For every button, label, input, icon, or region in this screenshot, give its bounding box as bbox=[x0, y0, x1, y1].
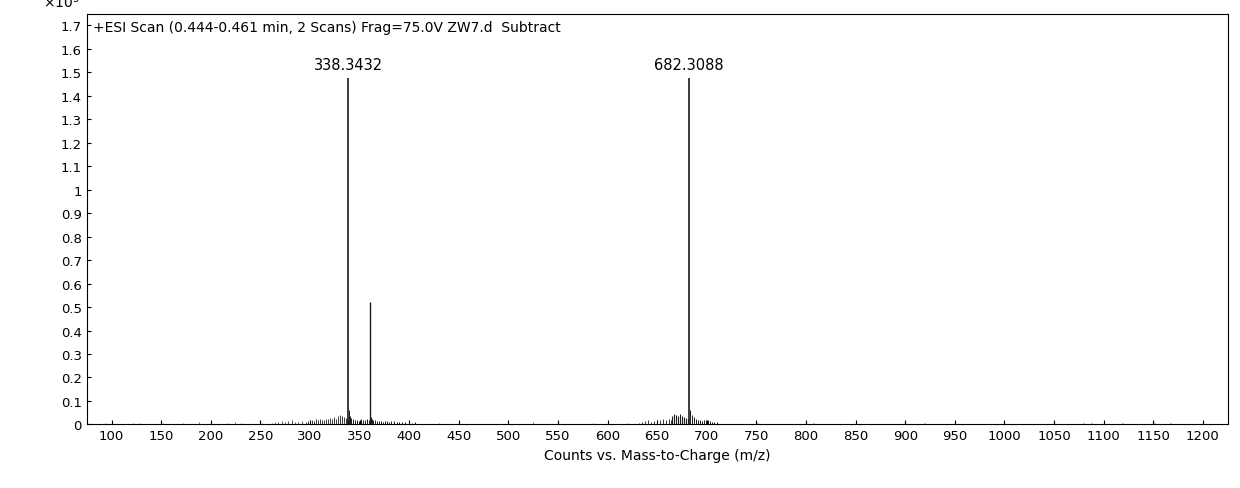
Text: $\times$10$^5$: $\times$10$^5$ bbox=[43, 0, 81, 11]
Text: +ESI Scan (0.444-0.461 min, 2 Scans) Frag=75.0V ZW7.d  Subtract: +ESI Scan (0.444-0.461 min, 2 Scans) Fra… bbox=[93, 21, 560, 35]
X-axis label: Counts vs. Mass-to-Charge (m/z): Counts vs. Mass-to-Charge (m/z) bbox=[544, 448, 770, 462]
Text: 338.3432: 338.3432 bbox=[314, 58, 383, 73]
Text: 682.3088: 682.3088 bbox=[655, 58, 724, 73]
